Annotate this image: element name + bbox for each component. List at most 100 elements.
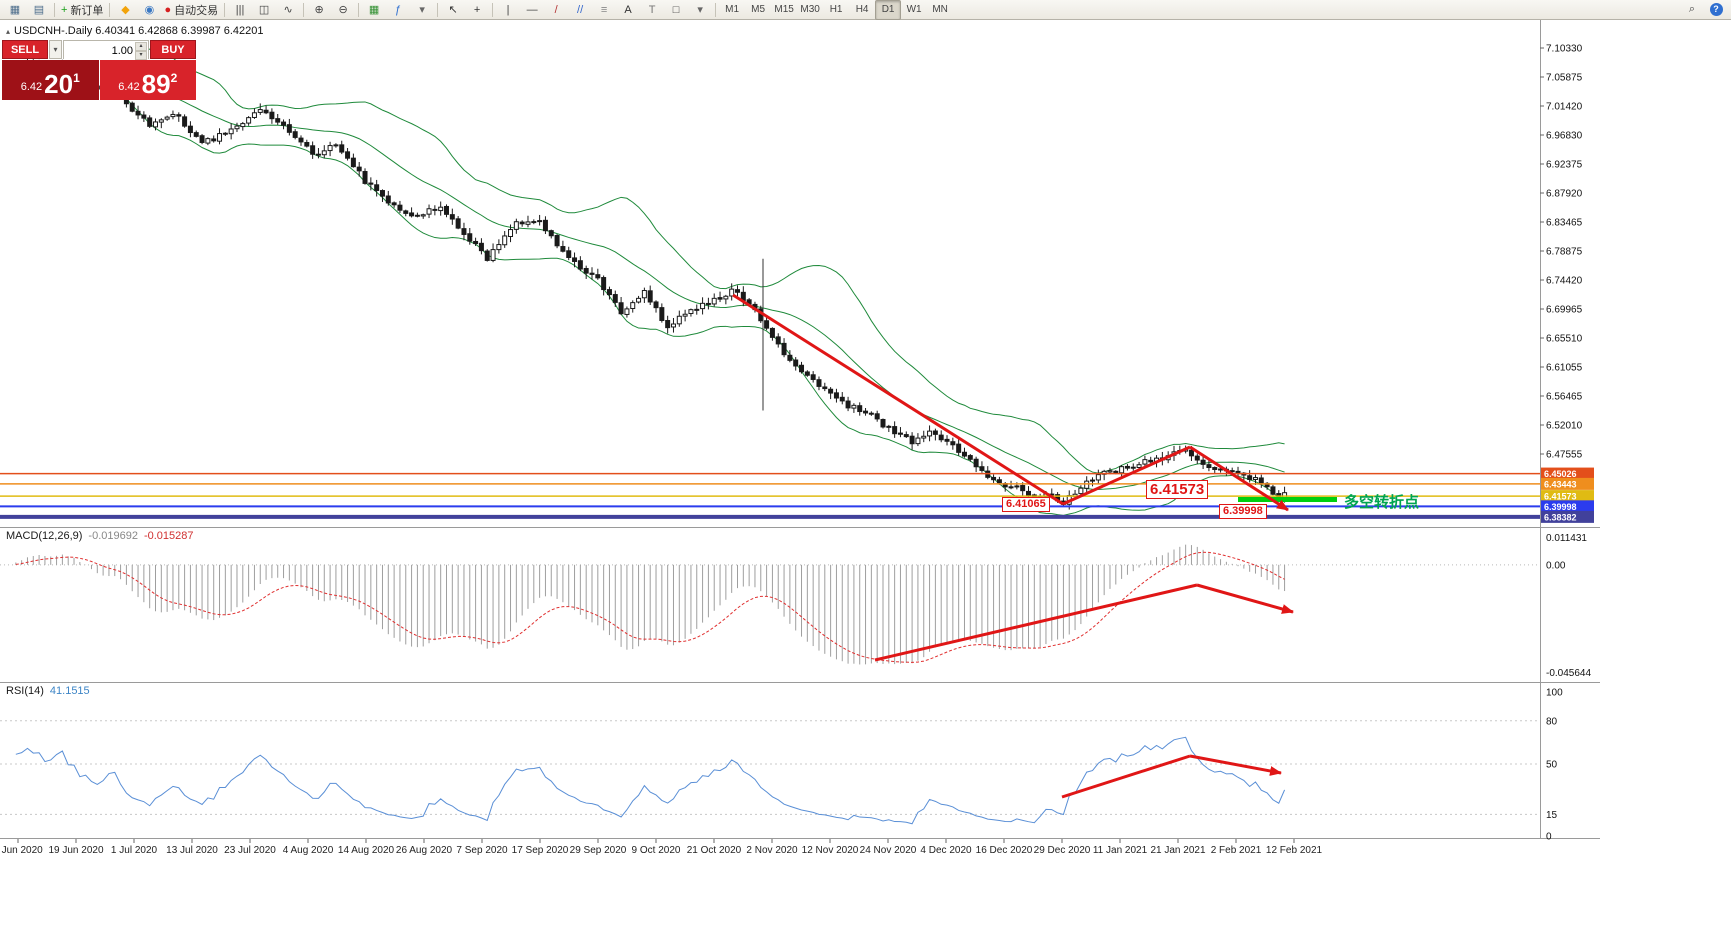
vertical-line-icon[interactable]: | xyxy=(496,0,520,20)
candlestick-chart-icon[interactable]: ◫ xyxy=(252,0,276,20)
buy-button[interactable]: BUY xyxy=(150,40,196,59)
horizontal-line-icon[interactable]: — xyxy=(520,0,544,20)
svg-text:6.74420: 6.74420 xyxy=(1546,276,1583,287)
timeframe-mn-label: MN xyxy=(932,4,948,15)
text-icon[interactable]: A xyxy=(616,0,640,20)
search-icon[interactable]: ⌕ xyxy=(1680,0,1704,20)
buy-price-small: 6.42 xyxy=(118,81,140,93)
chart-symbol-icon: ▴ xyxy=(6,26,11,36)
trend-annotation-line[interactable] xyxy=(874,583,1198,662)
svg-text:23 Jul 2020: 23 Jul 2020 xyxy=(224,845,276,856)
timeframe-w1[interactable]: W1 xyxy=(901,0,927,20)
sell-price-panel[interactable]: 6.42 20 1 xyxy=(2,60,99,100)
indicators-dropdown-icon[interactable]: ▾ xyxy=(410,0,434,20)
horizontal-line-icon: — xyxy=(526,3,538,16)
svg-text:80: 80 xyxy=(1546,716,1558,727)
trend-annotation-line[interactable] xyxy=(1196,583,1294,614)
new-chart-icon[interactable]: ▦ xyxy=(3,0,27,20)
toolbar-separator xyxy=(224,2,226,17)
price-annotation-label[interactable]: 6.41573 xyxy=(1146,480,1209,499)
crosshair-icon: + xyxy=(473,3,481,16)
price-annotation-label[interactable]: 6.39998 xyxy=(1219,504,1267,519)
macd-indicator-label: MACD(12,26,9) -0.019692 -0.015287 xyxy=(6,530,194,542)
timeframe-m15-label: M15 xyxy=(774,4,794,15)
trendline-icon[interactable]: / xyxy=(544,0,568,20)
svg-text:6.43443: 6.43443 xyxy=(1544,479,1577,489)
sell-price-small: 6.42 xyxy=(20,81,43,93)
svg-text:16 Dec 2020: 16 Dec 2020 xyxy=(976,845,1033,856)
timeframe-mn[interactable]: MN xyxy=(927,0,953,20)
svg-text:13 Jul 2020: 13 Jul 2020 xyxy=(166,845,218,856)
order-settings-dropdown[interactable]: ▾ xyxy=(49,40,62,59)
timeframe-m30[interactable]: M30 xyxy=(797,0,823,20)
volume-decrease-button[interactable]: ▾ xyxy=(135,51,147,60)
svg-text:6.38382: 6.38382 xyxy=(1544,512,1577,522)
timeframe-h4-label: H4 xyxy=(855,4,869,15)
trend-annotation-line[interactable] xyxy=(732,293,1064,506)
svg-text:15: 15 xyxy=(1546,810,1558,821)
svg-text:7 Sep 2020: 7 Sep 2020 xyxy=(456,845,508,856)
volume-increase-button[interactable]: ▴ xyxy=(135,42,147,51)
volume-input[interactable] xyxy=(64,42,148,60)
zoom-out-icon: ⊖ xyxy=(338,4,348,16)
trend-annotation-line[interactable] xyxy=(1061,754,1191,799)
timeframe-m5[interactable]: M5 xyxy=(745,0,771,20)
svg-text:6.92375: 6.92375 xyxy=(1546,160,1583,171)
buy-price-panel[interactable]: 6.42 89 2 xyxy=(99,60,196,100)
svg-text:26 Aug 2020: 26 Aug 2020 xyxy=(396,845,453,856)
auto-trading-button[interactable]: ● 自动交易 xyxy=(161,0,221,20)
svg-text:6.96830: 6.96830 xyxy=(1546,131,1583,142)
svg-text:6.39998: 6.39998 xyxy=(1544,502,1577,512)
svg-text:21 Jan 2021: 21 Jan 2021 xyxy=(1150,845,1205,856)
macd-histogram xyxy=(15,544,1286,665)
profiles-icon[interactable]: ▤ xyxy=(27,0,51,20)
bar-chart-icon[interactable]: ||| xyxy=(228,0,252,20)
svg-text:24 Nov 2020: 24 Nov 2020 xyxy=(860,845,917,856)
line-chart-icon[interactable]: ∿ xyxy=(276,0,300,20)
sell-button[interactable]: SELL xyxy=(2,40,48,59)
svg-text:2 Feb 2021: 2 Feb 2021 xyxy=(1211,845,1262,856)
cursor-icon[interactable]: ↖ xyxy=(441,0,465,20)
timeframe-m5-label: M5 xyxy=(751,4,766,15)
new-order-button[interactable]: + 新订单 xyxy=(58,0,106,20)
trend-annotation-line[interactable] xyxy=(1189,445,1289,512)
price-annotation-label[interactable]: 6.41065 xyxy=(1002,497,1050,512)
fibonacci-icon[interactable]: ≡ xyxy=(592,0,616,20)
svg-text:6.52010: 6.52010 xyxy=(1546,421,1583,432)
help-icon[interactable]: ? xyxy=(1704,0,1728,20)
shapes-dropdown-icon: ▾ xyxy=(697,4,703,16)
timeframe-h1[interactable]: H1 xyxy=(823,0,849,20)
indicators-icon[interactable]: ƒ xyxy=(386,0,410,20)
turning-point-label[interactable]: 多空转折点 xyxy=(1344,494,1420,511)
date-axis[interactable]: 8 Jun 2020 19 Jun 2020 1 Jul 2020 13 Jul 20… xyxy=(0,839,1323,856)
trendline-icon: / xyxy=(554,3,558,16)
svg-text:7.01420: 7.01420 xyxy=(1546,102,1583,113)
macd-signal-value: -0.015287 xyxy=(143,530,194,542)
zoom-in-icon[interactable]: ⊕ xyxy=(307,0,331,20)
toolbar-separator xyxy=(715,2,717,17)
toolbar-separator xyxy=(492,2,494,17)
shapes-icon[interactable]: □ xyxy=(664,0,688,20)
timeframe-m15[interactable]: M15 xyxy=(771,0,797,20)
timeframe-d1[interactable]: D1 xyxy=(875,0,902,20)
mql5-market-icon[interactable]: ◆ xyxy=(113,0,137,20)
toolbar-separator xyxy=(54,2,55,17)
timeframe-h4[interactable]: H4 xyxy=(849,0,875,20)
signals-icon[interactable]: ◉ xyxy=(137,0,161,20)
label-icon[interactable]: T xyxy=(640,0,664,20)
price-axis[interactable]: 7.10330 7.05875 7.01420 6.96830 6.92375 6.879… xyxy=(1540,44,1583,461)
channel-icon[interactable]: // xyxy=(568,0,592,20)
trend-annotation-line[interactable] xyxy=(1189,754,1282,776)
zoom-out-icon[interactable]: ⊖ xyxy=(331,0,355,20)
svg-text:4 Dec 2020: 4 Dec 2020 xyxy=(920,845,972,856)
crosshair-icon[interactable]: + xyxy=(465,0,489,20)
one-click-trading-widget: SELL ▾ ▴ ▾ BUY 6.42 20 1 6.42 89 2 xyxy=(2,40,196,100)
svg-text:-0.045644: -0.045644 xyxy=(1546,668,1591,679)
trend-annotation-line[interactable] xyxy=(1062,445,1191,506)
svg-text:2 Nov 2020: 2 Nov 2020 xyxy=(746,845,798,856)
timeframe-m1[interactable]: M1 xyxy=(719,0,745,20)
buy-price-big: 89 xyxy=(141,69,171,99)
tile-windows-icon[interactable]: ▦ xyxy=(362,0,386,20)
shapes-dropdown-icon[interactable]: ▾ xyxy=(688,0,712,20)
